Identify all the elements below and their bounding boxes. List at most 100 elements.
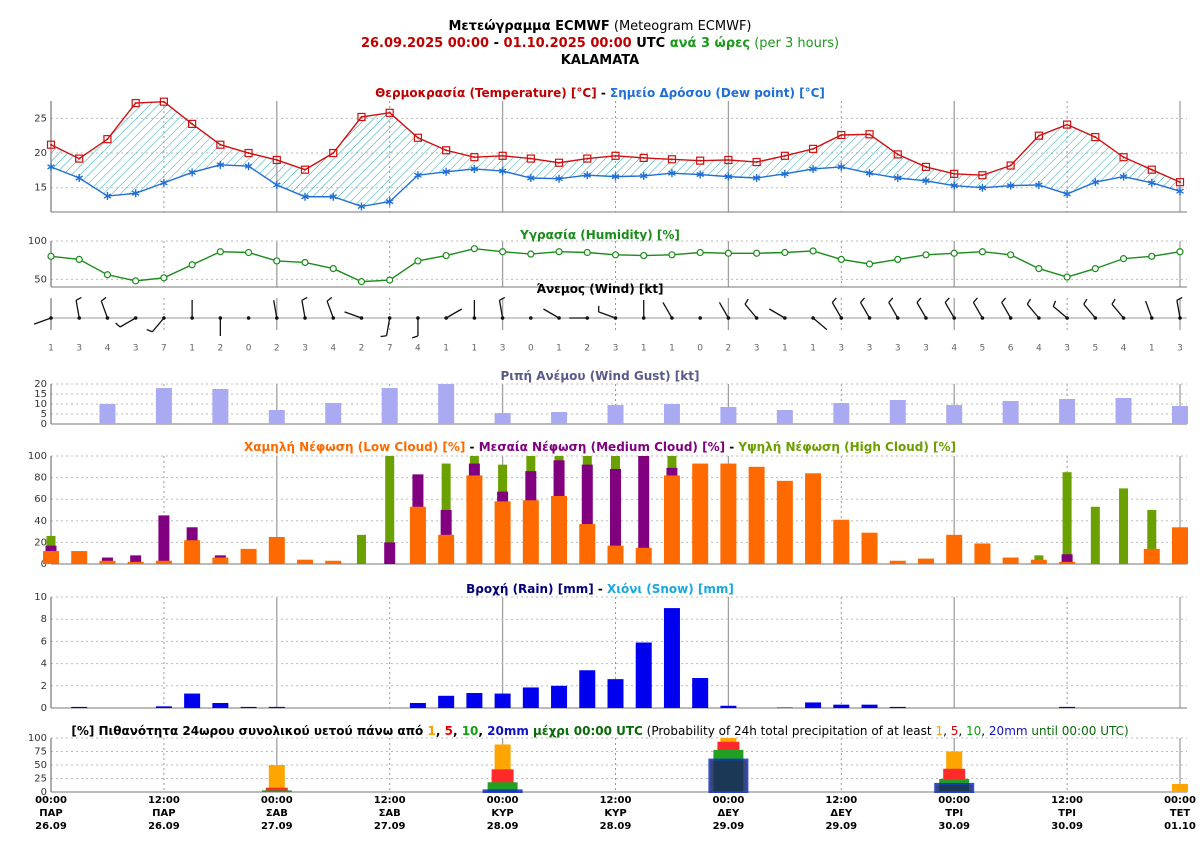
x-date-label: 27.09	[261, 821, 293, 832]
barb-center	[416, 316, 420, 320]
probability-bar	[484, 790, 522, 792]
text-segment: ,	[981, 724, 989, 738]
marker-circle	[274, 258, 280, 264]
marker-circle	[584, 250, 590, 256]
bar	[1091, 507, 1100, 564]
x-time-label: 12:00	[825, 795, 857, 806]
barb-center	[190, 316, 194, 320]
marker-dot	[953, 173, 955, 175]
marker-circle	[48, 253, 54, 259]
text-segment: 20mm	[487, 724, 529, 738]
panel-title: Χαμηλή Νέφωση (Low Cloud) [%] - Μεσαία Ν…	[244, 440, 956, 454]
text-segment: Άνεμος (Wind) [kt]	[536, 282, 663, 296]
bar	[1059, 562, 1075, 564]
marker-dot	[78, 158, 80, 160]
text-segment: -	[465, 440, 478, 454]
x-time-label: 00:00	[938, 795, 970, 806]
marker-dot	[558, 162, 560, 164]
marker-circle	[838, 256, 844, 262]
bar	[71, 551, 87, 564]
wind-speed-label: 2	[726, 344, 732, 354]
marker-dot	[897, 153, 899, 155]
wind-speed-label: 1	[669, 344, 675, 354]
wind-barb	[698, 316, 702, 320]
panel-title: Θερμοκρασία (Temperature) [°C] - Σημείο …	[375, 86, 825, 100]
bar	[551, 496, 567, 564]
y-tick-label: 6	[41, 636, 47, 647]
text-segment: -	[594, 582, 607, 596]
text-segment: Μετεώγραμμα ECMWF	[448, 19, 609, 34]
panel-title: Βροχή (Rain) [mm] - Χιόνι (Snow) [mm]	[466, 582, 734, 596]
marker-dot	[304, 169, 306, 171]
x-day-label: ΔΕΥ	[717, 808, 740, 819]
text-segment: Υψηλή Νέφωση (High Cloud) [%]	[737, 440, 956, 454]
bar	[720, 407, 736, 424]
bar	[184, 694, 200, 708]
barb-center	[642, 316, 646, 320]
wind-speed-label: 3	[500, 344, 506, 354]
text-segment: Βροχή (Rain) [mm]	[466, 582, 594, 596]
barb-center	[585, 316, 589, 320]
bar	[241, 707, 257, 708]
marker-circle	[471, 246, 477, 252]
barb-center	[557, 316, 561, 320]
marker-circle	[556, 249, 562, 255]
text-segment: Χιόνι (Snow) [mm]	[607, 582, 734, 596]
bar	[241, 549, 257, 564]
bar	[71, 707, 87, 708]
wind-speed-label: 4	[1036, 344, 1042, 354]
bar	[1119, 488, 1128, 564]
y-tick-label: 25	[34, 113, 47, 124]
text-segment: ,	[453, 724, 462, 738]
marker-circle	[697, 250, 703, 256]
x-day-label: ΚΥΡ	[604, 808, 626, 819]
wind-speed-label: 0	[246, 344, 252, 354]
marker-dot	[699, 160, 701, 162]
y-tick-label: 15	[34, 183, 47, 194]
wind-speed-label: 1	[782, 344, 788, 354]
y-tick-label: 100	[28, 451, 47, 462]
bar	[777, 481, 793, 564]
bar	[297, 560, 313, 564]
y-tick-label: 25	[34, 774, 47, 785]
wind-speed-label: 1	[189, 344, 195, 354]
marker-circle	[443, 253, 449, 259]
probability-bar	[262, 790, 292, 792]
marker-circle	[979, 249, 985, 255]
wind-speed-label: 0	[697, 344, 703, 354]
bar	[1059, 707, 1075, 708]
marker-circle	[1008, 252, 1014, 258]
wind-speed-label: 7	[161, 344, 167, 354]
marker-dot	[586, 158, 588, 160]
marker-circle	[641, 253, 647, 259]
x-time-label: 00:00	[35, 795, 67, 806]
y-tick-label: 20	[34, 379, 47, 390]
marker-circle	[330, 266, 336, 272]
probability-bar	[935, 784, 973, 792]
text-segment: Θερμοκρασία (Temperature) [°C]	[375, 86, 597, 100]
bar	[212, 703, 228, 708]
bar	[833, 520, 849, 564]
bar	[720, 706, 736, 708]
bar	[495, 501, 511, 564]
x-date-label: 26.09	[35, 821, 67, 832]
x-day-label: ΠΑΡ	[39, 808, 62, 819]
text-segment: -	[597, 86, 610, 100]
x-day-label: ΚΥΡ	[491, 808, 513, 819]
marker-circle	[1036, 266, 1042, 272]
bar	[495, 413, 511, 424]
marker-dot	[332, 152, 334, 154]
x-date-label: 29.09	[713, 821, 745, 832]
text-segment: Χαμηλή Νέφωση (Low Cloud) [%]	[244, 440, 465, 454]
bar	[523, 500, 539, 564]
probability-bar	[1172, 784, 1188, 792]
bar	[1003, 558, 1019, 564]
marker-dot	[1179, 181, 1181, 183]
bar	[1172, 527, 1188, 564]
wind-speed-label: 3	[302, 344, 308, 354]
bar	[749, 467, 765, 564]
x-date-label: 30.09	[1051, 821, 1083, 832]
y-tick-label: 40	[34, 516, 47, 527]
wind-speed-label: 1	[443, 344, 449, 354]
